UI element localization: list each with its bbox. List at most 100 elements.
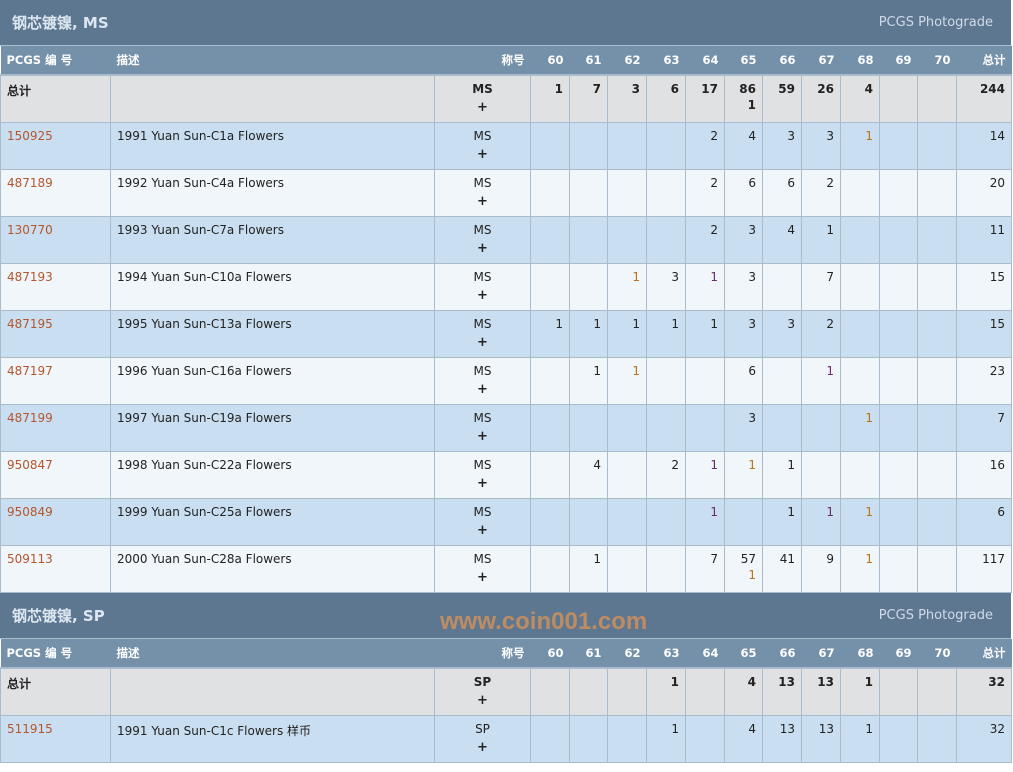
grade-count[interactable]: 1 [865,722,873,736]
grade-count[interactable]: 2 [710,223,718,237]
column-header[interactable]: 称号 [434,639,531,669]
grade-count[interactable]: 3 [748,270,756,284]
grade-count[interactable]: 9 [826,552,834,566]
plus-grade[interactable]: + [477,241,488,256]
grade-count[interactable]: 6 [787,176,795,190]
grade-count[interactable]: 1 [710,270,718,284]
grade-count[interactable]: 6 [748,176,756,190]
grade-count[interactable]: 57 [740,552,756,566]
pcgs-number-link[interactable]: 150925 [7,129,53,143]
plus-grade[interactable]: + [477,523,488,538]
column-header[interactable]: PCGS 编 号 [0,639,111,669]
column-header[interactable]: 60 [530,46,570,76]
grade-count[interactable]: 1 [632,270,640,284]
grade-count[interactable]: 41 [779,552,795,566]
grade-count[interactable]: 13 [779,722,795,736]
plus-grade[interactable]: + [477,429,488,444]
plus-grade[interactable]: + [477,570,488,585]
column-header[interactable]: 62 [607,639,647,669]
column-header[interactable]: 61 [569,639,608,669]
column-header[interactable]: 64 [685,639,725,669]
pcgs-number-link[interactable]: 487193 [7,270,53,284]
pcgs-number-link[interactable]: 487199 [7,411,53,425]
pcgs-number-link[interactable]: 950849 [7,505,53,519]
grade-count[interactable]: 13 [818,722,834,736]
grade-count[interactable]: 2 [671,458,679,472]
column-header[interactable]: 63 [646,639,686,669]
plus-grade[interactable]: + [477,476,488,491]
grade-count[interactable]: 4 [748,722,756,736]
grade-count[interactable]: 1 [865,552,873,566]
grade-count[interactable]: 3 [671,270,679,284]
grade-count[interactable]: 1 [710,317,718,331]
pcgs-number-link[interactable]: 487197 [7,364,53,378]
column-header[interactable]: 64 [685,46,725,76]
grade-count[interactable]: 2 [710,129,718,143]
column-header[interactable]: 称号 [434,46,531,76]
grade-count[interactable]: 1 [865,129,873,143]
grade-count[interactable]: 1 [865,505,873,519]
plus-grade[interactable]: + [477,740,488,755]
plus-grade[interactable]: + [477,288,488,303]
grade-count[interactable]: 1 [593,364,601,378]
grade-count[interactable]: 1 [632,364,640,378]
grade-count[interactable]: 1 [710,505,718,519]
grade-count[interactable]: 4 [748,129,756,143]
grade-count[interactable]: 1 [748,458,756,472]
pcgs-number-link[interactable]: 130770 [7,223,53,237]
grade-count[interactable]: 3 [826,129,834,143]
plus-grade[interactable]: + [477,693,488,708]
grade-count[interactable]: 2 [826,176,834,190]
grade-count[interactable]: 4 [593,458,601,472]
column-header[interactable]: 61 [569,46,608,76]
plus-count[interactable]: 1 [748,568,756,582]
column-header[interactable]: 70 [917,639,957,669]
grade-count[interactable]: 1 [826,505,834,519]
grade-count[interactable]: 1 [632,317,640,331]
column-header[interactable]: 66 [762,46,802,76]
grade-count[interactable]: 3 [748,223,756,237]
plus-grade[interactable]: + [477,100,488,115]
grade-count[interactable]: 6 [748,364,756,378]
column-header[interactable]: 63 [646,46,686,76]
pcgs-number-link[interactable]: 509113 [7,552,53,566]
column-header[interactable]: 67 [801,639,841,669]
column-header[interactable]: 68 [840,46,880,76]
plus-grade[interactable]: + [477,194,488,209]
plus-grade[interactable]: + [477,382,488,397]
pcgs-number-link[interactable]: 487189 [7,176,53,190]
photograde-link[interactable]: PCGS Photograde [878,15,993,30]
grade-count[interactable]: 1 [671,722,679,736]
column-header[interactable]: 总计 [956,639,1012,669]
pcgs-number-link[interactable]: 511915 [7,722,53,736]
column-header[interactable]: PCGS 编 号 [0,46,111,76]
plus-grade[interactable]: + [477,147,488,162]
grade-count[interactable]: 1 [865,411,873,425]
column-header[interactable]: 总计 [956,46,1012,76]
grade-count[interactable]: 1 [787,458,795,472]
grade-count[interactable]: 1 [593,317,601,331]
grade-count[interactable]: 3 [787,129,795,143]
pcgs-number-link[interactable]: 950847 [7,458,53,472]
grade-count[interactable]: 1 [593,552,601,566]
column-header[interactable]: 69 [879,639,918,669]
grade-count[interactable]: 3 [787,317,795,331]
grade-count[interactable]: 1 [555,317,563,331]
column-header[interactable]: 描述 [110,46,435,76]
grade-count[interactable]: 7 [826,270,834,284]
column-header[interactable]: 描述 [110,639,435,669]
column-header[interactable]: 67 [801,46,841,76]
column-header[interactable]: 68 [840,639,880,669]
plus-grade[interactable]: + [477,335,488,350]
grade-count[interactable]: 1 [671,317,679,331]
grade-count[interactable]: 1 [826,223,834,237]
grade-count[interactable]: 7 [710,552,718,566]
grade-count[interactable]: 3 [748,317,756,331]
pcgs-number-link[interactable]: 487195 [7,317,53,331]
grade-count[interactable]: 2 [826,317,834,331]
photograde-link[interactable]: PCGS Photograde [878,608,993,623]
grade-count[interactable]: 1 [787,505,795,519]
column-header[interactable]: 65 [724,46,763,76]
column-header[interactable]: 69 [879,46,918,76]
grade-count[interactable]: 4 [787,223,795,237]
